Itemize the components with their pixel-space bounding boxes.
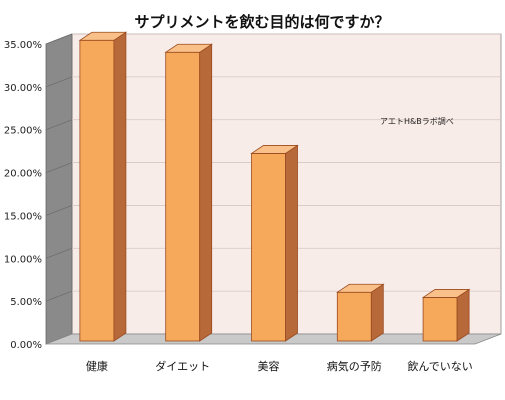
- gridline-side: [45, 290, 73, 302]
- y-tick-label: 35.00%: [4, 40, 42, 51]
- bar: [79, 39, 115, 342]
- bar: [165, 51, 201, 342]
- y-tick-label: 0.00%: [10, 340, 42, 351]
- bar-side: [285, 144, 298, 342]
- bar-side: [199, 43, 213, 342]
- y-tick-label: 25.00%: [4, 126, 42, 137]
- gridline-side: [45, 33, 73, 45]
- bar: [422, 297, 458, 342]
- y-tick-label: 15.00%: [4, 211, 42, 222]
- bar-top: [164, 43, 214, 53]
- bar: [251, 153, 286, 342]
- bar-side: [456, 288, 470, 342]
- y-tick-label: 20.00%: [4, 169, 42, 180]
- gridline-side: [45, 76, 73, 88]
- y-tick-label: 5.00%: [10, 297, 42, 308]
- x-category-label: 病気の予防: [327, 359, 382, 373]
- y-tick-label: 30.00%: [4, 83, 42, 94]
- bar-side: [113, 31, 127, 342]
- gridline-side: [45, 162, 73, 173]
- bar-top: [250, 145, 299, 154]
- chart-annotation: アエトH&Bラボ調べ: [380, 116, 454, 126]
- gridline-side: [45, 119, 73, 131]
- y-tick-label: 10.00%: [4, 254, 42, 265]
- gridline-side: [45, 247, 73, 259]
- bar: [336, 291, 372, 342]
- gridline-side: [45, 205, 73, 216]
- x-category-label: 健康: [86, 359, 108, 373]
- x-category-label: 美容: [258, 359, 280, 373]
- bar-top: [78, 31, 128, 41]
- chart-title: サプリメントを飲む目的は何ですか？: [134, 13, 389, 31]
- x-category-label: 飲んでいない: [407, 359, 472, 373]
- chart-side-wall: [45, 33, 73, 345]
- bar-top: [421, 289, 471, 298]
- bar-side: [370, 283, 384, 342]
- bar-top: [335, 283, 385, 293]
- x-category-label: ダイエット: [155, 359, 210, 373]
